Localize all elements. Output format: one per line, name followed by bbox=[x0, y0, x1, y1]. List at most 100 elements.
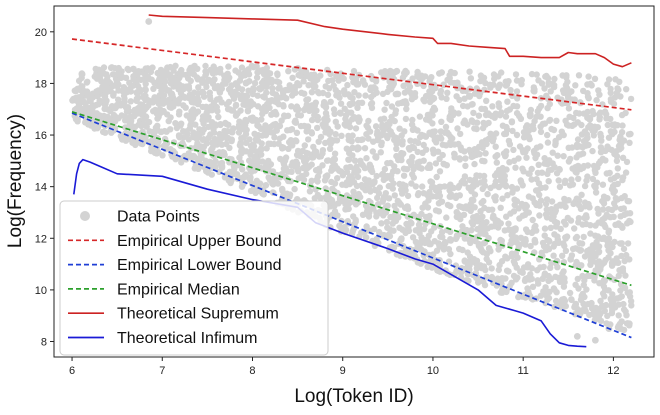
scatter-point bbox=[131, 113, 138, 120]
scatter-point bbox=[354, 144, 361, 151]
scatter-point bbox=[175, 86, 182, 93]
scatter-point bbox=[601, 293, 608, 300]
scatter-point bbox=[437, 90, 444, 97]
scatter-point bbox=[176, 95, 183, 103]
scatter-point bbox=[613, 157, 621, 165]
y-axis-ticks: 8 10 12 14 16 18 20 bbox=[35, 27, 54, 349]
scatter-point bbox=[208, 107, 216, 114]
scatter-point bbox=[166, 71, 174, 79]
scatter-point bbox=[571, 96, 578, 103]
scatter-point bbox=[127, 120, 134, 127]
scatter-point bbox=[475, 112, 483, 119]
scatter-point bbox=[602, 256, 609, 264]
scatter-point bbox=[447, 79, 454, 86]
scatter-point bbox=[604, 239, 612, 247]
scatter-point bbox=[186, 125, 193, 132]
scatter-point bbox=[552, 137, 559, 145]
scatter-point bbox=[92, 101, 100, 109]
scatter-point bbox=[145, 97, 153, 104]
scatter-point bbox=[573, 195, 580, 202]
scatter-point bbox=[505, 78, 512, 85]
scatter-point bbox=[280, 165, 288, 172]
scatter-point bbox=[218, 99, 225, 106]
scatter-point bbox=[445, 246, 453, 253]
scatter-point bbox=[611, 121, 618, 128]
scatter-point bbox=[285, 145, 292, 152]
scatter-point bbox=[414, 139, 422, 146]
scatter-point bbox=[541, 155, 548, 162]
scatter-point bbox=[297, 122, 305, 130]
scatter-point bbox=[480, 240, 488, 247]
scatter-point bbox=[147, 68, 155, 76]
scatter-point bbox=[263, 145, 270, 152]
scatter-point bbox=[618, 129, 626, 136]
scatter-point bbox=[344, 81, 351, 89]
scatter-point bbox=[331, 162, 339, 169]
scatter-point bbox=[351, 114, 358, 121]
scatter-point bbox=[439, 233, 446, 241]
scatter-point bbox=[584, 134, 591, 141]
scatter-point bbox=[593, 179, 601, 186]
scatter-point bbox=[568, 176, 575, 183]
scatter-point bbox=[559, 72, 566, 79]
scatter-point bbox=[576, 143, 584, 150]
scatter-point bbox=[404, 203, 411, 210]
scatter-point bbox=[170, 100, 178, 107]
scatter-point bbox=[300, 78, 307, 85]
scatter-point bbox=[612, 195, 620, 202]
scatter-point bbox=[479, 157, 486, 164]
scatter-point bbox=[288, 103, 295, 110]
scatter-point bbox=[518, 76, 525, 84]
scatter-point bbox=[580, 233, 587, 241]
scatter-point bbox=[407, 220, 415, 227]
scatter-point bbox=[253, 74, 261, 81]
scatter-point bbox=[422, 213, 430, 221]
scatter-point bbox=[410, 166, 417, 173]
scatter-point bbox=[302, 68, 310, 76]
scatter-point bbox=[191, 165, 199, 172]
scatter-point bbox=[590, 110, 597, 118]
scatter-point bbox=[557, 225, 564, 233]
scatter-point bbox=[437, 183, 444, 191]
scatter-point bbox=[319, 89, 327, 97]
scatter-point bbox=[262, 122, 269, 129]
scatter-point bbox=[172, 62, 179, 69]
legend-label-theoretical-infimum: Theoretical Infimum bbox=[117, 330, 258, 347]
scatter-point bbox=[398, 132, 405, 139]
scatter-point bbox=[180, 102, 187, 109]
scatter-point bbox=[512, 164, 519, 171]
scatter-point bbox=[626, 256, 633, 263]
scatter-point bbox=[333, 137, 341, 144]
scatter-point bbox=[456, 156, 464, 163]
scatter-point bbox=[596, 280, 603, 287]
scatter-point bbox=[524, 228, 531, 236]
scatter-point bbox=[584, 272, 591, 280]
scatter-point bbox=[537, 128, 545, 136]
scatter-point bbox=[215, 138, 222, 145]
scatter-point bbox=[587, 230, 594, 237]
scatter-point bbox=[385, 195, 393, 202]
scatter-point bbox=[618, 318, 625, 325]
scatter-point bbox=[618, 252, 625, 260]
scatter-point bbox=[394, 90, 402, 98]
scatter-point bbox=[440, 160, 447, 167]
scatter-point bbox=[228, 136, 235, 143]
scatter-point bbox=[366, 161, 373, 168]
scatter-point bbox=[535, 161, 542, 168]
scatter-point bbox=[378, 220, 385, 227]
scatter-point bbox=[552, 297, 560, 305]
scatter-point bbox=[530, 125, 537, 133]
scatter-point bbox=[551, 75, 558, 83]
scatter-point bbox=[243, 69, 250, 76]
scatter-point bbox=[607, 176, 615, 183]
scatter-point bbox=[549, 149, 556, 156]
scatter-point bbox=[524, 261, 532, 268]
scatter-point bbox=[373, 172, 380, 180]
scatter-point bbox=[481, 177, 488, 184]
scatter-point bbox=[242, 171, 249, 178]
scatter-point bbox=[525, 133, 533, 140]
scatter-point bbox=[537, 292, 545, 299]
scatter-point bbox=[562, 82, 570, 89]
scatter-point bbox=[599, 155, 606, 162]
scatter-point bbox=[375, 190, 383, 197]
